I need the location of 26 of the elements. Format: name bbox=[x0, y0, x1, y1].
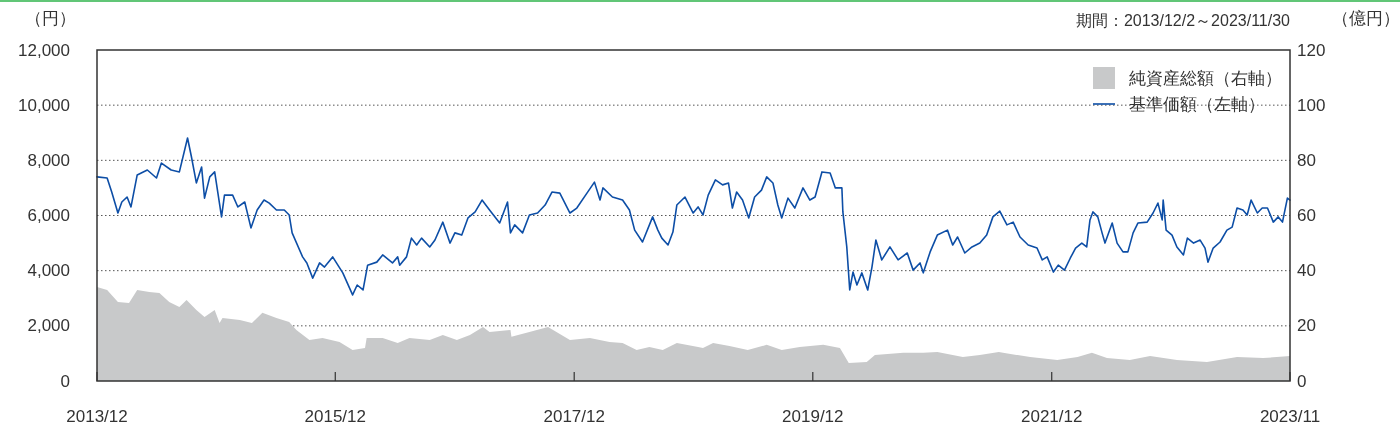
y2-axis-title: （億円） bbox=[1332, 9, 1400, 28]
line-series bbox=[96, 137, 1291, 296]
y2-tick-label: 80 bbox=[1297, 150, 1316, 170]
x-tick-label: 2017/12 bbox=[543, 407, 605, 426]
x-tick-label: 2021/12 bbox=[1021, 407, 1083, 426]
legend-label: 純資産総額（右軸） bbox=[1129, 68, 1282, 88]
x-tick-label: 2013/12 bbox=[66, 407, 128, 426]
x-tick-label: 2015/12 bbox=[304, 407, 366, 426]
legend-label: 基準価額（左軸） bbox=[1129, 94, 1265, 114]
y-axis-title: （円） bbox=[24, 9, 76, 28]
x-tick-label: 2023/11 bbox=[1259, 407, 1321, 426]
y-tick-label: 2,000 bbox=[27, 316, 70, 336]
y2-tick-label: 0 bbox=[1297, 371, 1307, 391]
y-tick-label: 12,000 bbox=[18, 40, 70, 60]
y-tick-label: 4,000 bbox=[27, 261, 70, 281]
y2-tick-label: 20 bbox=[1297, 316, 1316, 336]
y2-tick-label: 60 bbox=[1297, 206, 1316, 225]
y-tick-label: 6,000 bbox=[27, 206, 70, 225]
text: 期間：2013/12/2～2023/11/30 bbox=[1075, 12, 1291, 29]
y2-tick-label: 120 bbox=[1297, 40, 1326, 60]
y2-tick-label: 100 bbox=[1297, 95, 1326, 115]
y2-tick-label: 40 bbox=[1297, 261, 1316, 281]
y-tick-label: 8,000 bbox=[27, 150, 70, 170]
x-tick-label: 2019/12 bbox=[782, 407, 844, 426]
y-tick-label: 10,000 bbox=[18, 95, 70, 115]
y-tick-label: 0 bbox=[60, 371, 70, 391]
